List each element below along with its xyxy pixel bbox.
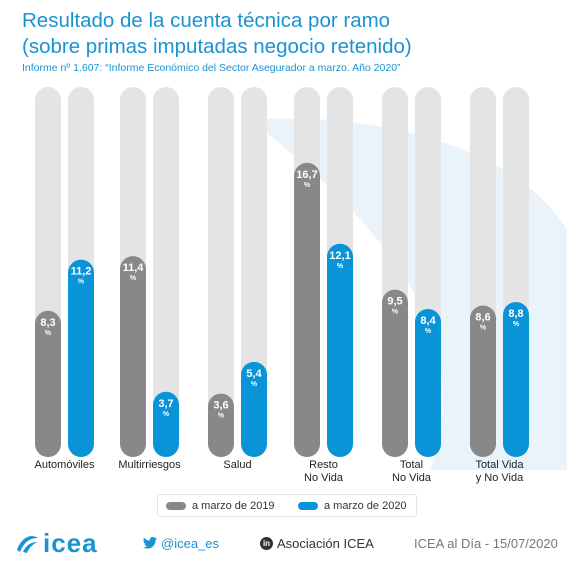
data-label-unit: % <box>218 413 225 420</box>
data-label-unit: % <box>251 381 258 388</box>
bar-2019 <box>120 256 146 457</box>
data-label: 3,7 <box>158 398 173 410</box>
chart-title-line-2: (sobre primas imputadas negocio retenido… <box>22 35 412 58</box>
icea-logo[interactable]: icea <box>14 527 98 558</box>
data-label-unit: % <box>130 275 137 282</box>
bar-2019 <box>294 162 320 457</box>
linkedin-icon: in <box>260 536 273 550</box>
linkedin-name: Asociación ICEA <box>277 535 374 551</box>
data-label: 11,2 <box>71 266 92 278</box>
footer-date: ICEA al Día - 15/07/2020 <box>414 529 558 557</box>
legend-swatch-2020 <box>298 501 318 510</box>
bar-track <box>153 87 179 457</box>
data-label-unit: % <box>392 309 399 316</box>
category-label: Total <box>400 459 423 471</box>
bar-2019 <box>382 289 408 457</box>
bar-2020 <box>153 391 179 457</box>
legend-item-2019: a marzo de 2019 <box>166 495 275 516</box>
category-label: Resto <box>309 459 338 471</box>
legend-item-2020: a marzo de 2020 <box>298 495 407 516</box>
category-label: No Vida <box>392 472 432 484</box>
category-label: No Vida <box>304 472 344 484</box>
data-label: 16,7 <box>296 169 317 181</box>
data-label: 8,6 <box>475 311 490 323</box>
twitter-bird-icon <box>143 537 157 549</box>
data-label-unit: % <box>480 324 487 331</box>
data-label-unit: % <box>337 263 344 270</box>
legend-swatch-2019 <box>166 501 186 510</box>
category-label: Salud <box>223 459 251 471</box>
data-label: 8,8 <box>508 308 523 320</box>
twitter-handle: @icea_es <box>161 535 220 551</box>
twitter-link[interactable]: @icea_es <box>143 529 219 557</box>
icea-logo-text: icea <box>43 527 98 558</box>
data-label: 11,4 <box>123 262 145 274</box>
category-label: y No Vida <box>476 472 524 484</box>
bar-track <box>208 87 234 457</box>
data-label-unit: % <box>304 182 311 189</box>
legend-label-2020: a marzo de 2020 <box>324 499 407 512</box>
data-label: 8,4 <box>420 315 436 327</box>
data-label: 9,5 <box>387 296 402 308</box>
data-label-unit: % <box>513 321 520 328</box>
data-label-unit: % <box>163 411 170 418</box>
data-label-unit: % <box>78 279 85 286</box>
bar-2019 <box>208 393 234 457</box>
linkedin-link[interactable]: in Asociación ICEA <box>260 529 374 557</box>
bar-2020 <box>68 259 94 457</box>
legend-label-2019: a marzo de 2019 <box>192 499 275 512</box>
bar-2020 <box>415 309 441 457</box>
data-label: 8,3 <box>40 317 55 329</box>
data-label: 5,4 <box>246 368 262 380</box>
bar-2019 <box>35 310 61 457</box>
category-label: Automóviles <box>35 459 95 471</box>
chart-title-line-1: Resultado de la cuenta técnica por ramo <box>22 9 391 32</box>
data-label-unit: % <box>425 328 432 335</box>
bar-2020 <box>327 243 353 457</box>
chart-subtitle: Informe nº 1.607: “Informe Económico del… <box>22 62 401 74</box>
footer-date-text: ICEA al Día - 15/07/2020 <box>414 535 558 551</box>
icea-logo-icon <box>17 536 38 553</box>
bar-2019 <box>470 305 496 457</box>
data-label: 3,6 <box>213 400 228 412</box>
category-label: Multirriesgos <box>118 459 181 471</box>
data-label: 12,1 <box>329 250 350 262</box>
category-label: Total Vida <box>475 459 524 471</box>
legend: a marzo de 2019 a marzo de 2020 <box>157 494 417 517</box>
bar-2020 <box>241 361 267 457</box>
data-label-unit: % <box>45 330 52 337</box>
bar-2020 <box>503 301 529 457</box>
